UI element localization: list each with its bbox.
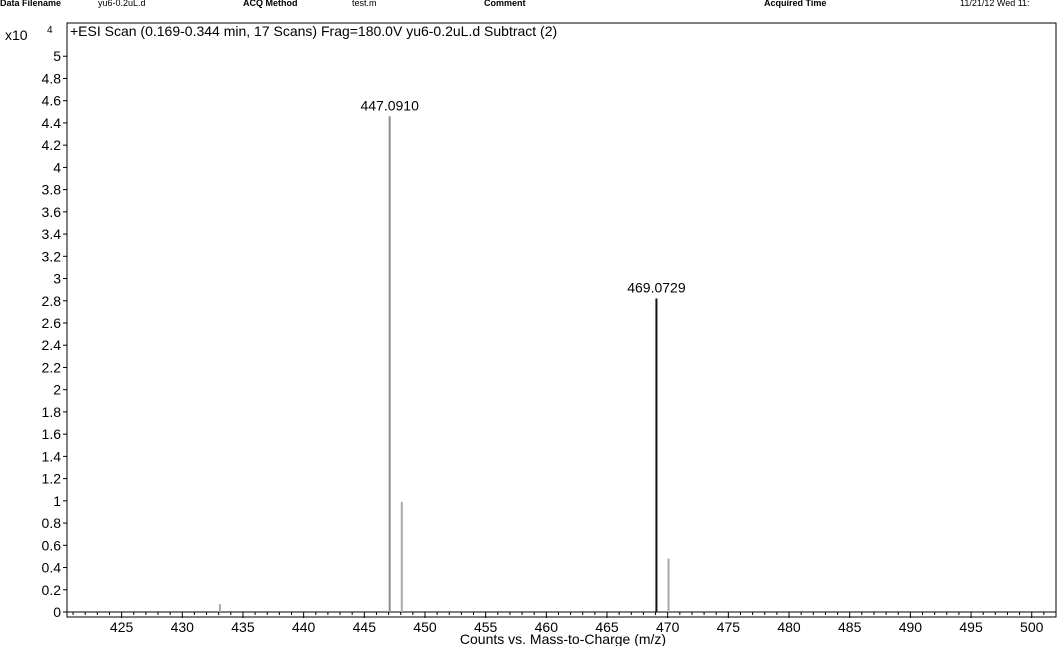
y-tick-label: 3.6 bbox=[42, 204, 62, 220]
y-tick-label: 2.6 bbox=[42, 315, 62, 331]
y-tick-label: 4 bbox=[53, 159, 61, 175]
y-tick-label: 4.2 bbox=[42, 137, 62, 153]
x-axis-label: Counts vs. Mass-to-Charge (m/z) bbox=[460, 631, 666, 646]
comment-label: Comment bbox=[484, 0, 526, 8]
x-tick-label: 480 bbox=[777, 619, 801, 635]
y-multiplier-exponent: 4 bbox=[47, 25, 53, 36]
y-tick-label: 5 bbox=[53, 48, 61, 64]
y-multiplier-label: x10 bbox=[5, 27, 28, 43]
acquired-time-label: Acquired Time bbox=[764, 0, 827, 8]
acq-method-value: test.m bbox=[352, 0, 377, 8]
y-tick-label: 1.2 bbox=[42, 471, 62, 487]
x-tick-label: 500 bbox=[1020, 619, 1044, 635]
data-filename-label: Data Filename bbox=[0, 0, 62, 8]
x-tick-label: 430 bbox=[171, 619, 195, 635]
y-tick-label: 3.8 bbox=[42, 182, 62, 198]
x-tick-label: 460 bbox=[535, 619, 559, 635]
y-tick-label: 3 bbox=[53, 271, 61, 287]
x-tick-label: 485 bbox=[838, 619, 862, 635]
y-tick-label: 2.4 bbox=[42, 337, 62, 353]
y-tick-label: 0.8 bbox=[42, 515, 62, 531]
y-axis: 0 0.2 0.4 0.6 0.8 1 1.2 1.4 1.6 1.8 2 2.2 2.4 2.6 2.8 3… bbox=[42, 48, 67, 620]
plot-frame bbox=[66, 22, 1057, 618]
y-tick-label: 0 bbox=[53, 604, 61, 620]
x-tick-label: 465 bbox=[595, 619, 619, 635]
y-tick-label: 0.4 bbox=[42, 560, 62, 576]
x-tick-label: 495 bbox=[959, 619, 983, 635]
x-tick-label: 475 bbox=[717, 619, 741, 635]
x-tick-label: 435 bbox=[231, 619, 255, 635]
y-tick-label: 4.4 bbox=[42, 115, 62, 131]
x-tick-label: 490 bbox=[899, 619, 923, 635]
y-tick-label: 2.2 bbox=[42, 359, 62, 375]
y-tick-label: 1.8 bbox=[42, 404, 62, 420]
peak-label: 447.0910 bbox=[360, 97, 419, 113]
data-filename-value: yu6-0.2uL.d bbox=[98, 0, 146, 8]
y-tick-label: 0.2 bbox=[42, 582, 62, 598]
y-tick-label: 3.2 bbox=[42, 248, 62, 264]
y-tick-label: 1.6 bbox=[42, 426, 62, 442]
y-tick-label: 2.8 bbox=[42, 293, 62, 309]
y-tick-label: 2 bbox=[53, 382, 61, 398]
y-tick-label: 4.8 bbox=[42, 70, 62, 86]
x-tick-label: 425 bbox=[110, 619, 134, 635]
x-tick-label: 440 bbox=[292, 619, 316, 635]
x-tick-label: 455 bbox=[474, 619, 498, 635]
y-tick-label: 1 bbox=[53, 493, 61, 509]
x-tick-label: 445 bbox=[353, 619, 377, 635]
y-tick-label: 0.6 bbox=[42, 537, 62, 553]
chart-title: +ESI Scan (0.169-0.344 min, 17 Scans) Fr… bbox=[70, 23, 557, 39]
x-axis: 425 430 435 440 445 450 455 460 465 470 475 480 485 4… bbox=[67, 611, 1057, 635]
acquired-time-value: 11/21/12 Wed 11: bbox=[960, 0, 1030, 8]
report-header: Data Filename yu6-0.2uL.d ACQ Method tes… bbox=[0, 0, 1057, 9]
peaks-layer: 447.0910 469.0729 bbox=[218, 97, 686, 612]
y-tick-label: 3.4 bbox=[42, 226, 62, 242]
x-tick-label: 450 bbox=[413, 619, 437, 635]
peak-label: 469.0729 bbox=[627, 280, 686, 296]
acq-method-label: ACQ Method bbox=[243, 0, 298, 8]
y-tick-label: 4.6 bbox=[42, 93, 62, 109]
y-tick-label: 1.4 bbox=[42, 448, 62, 464]
x-tick-label: 470 bbox=[656, 619, 680, 635]
